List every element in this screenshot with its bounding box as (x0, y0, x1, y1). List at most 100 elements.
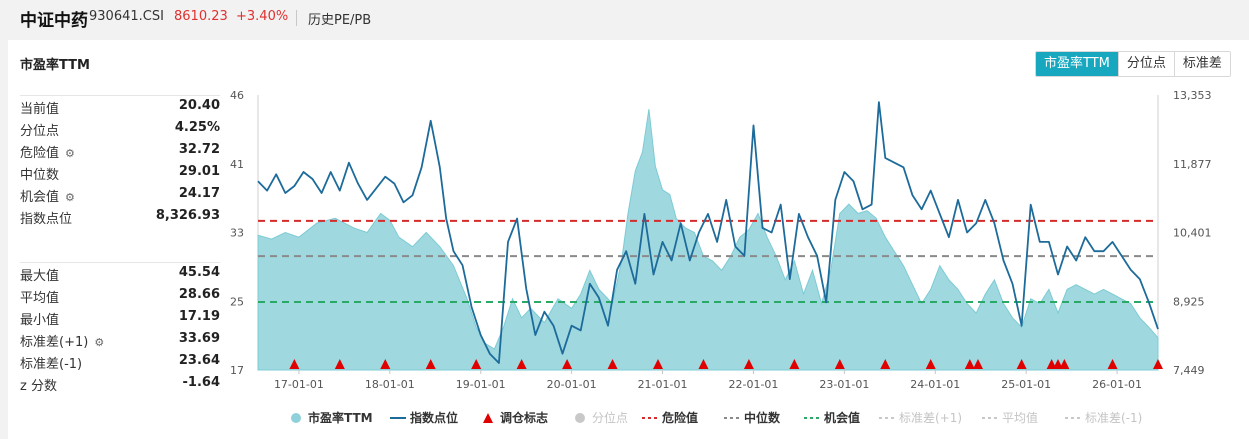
stat-row: 当前值 20.40 (20, 95, 220, 117)
stat-row: 分位点 4.25% (20, 117, 220, 139)
stat-value: 17.19 (178, 309, 220, 324)
rebalance-marker (607, 359, 618, 369)
legend-label[interactable]: 危险值 (661, 410, 698, 425)
legend-label[interactable]: 指数点位 (410, 410, 458, 425)
legend-swatch-dot (291, 413, 301, 423)
stat-label: 分位点 (20, 124, 60, 139)
rebalance-marker (698, 359, 709, 369)
legend-label[interactable]: 市盈率TTM (308, 410, 373, 425)
stat-row: 标准差(+1) ⚙ 33.69 (20, 328, 220, 350)
left-axis-tick-label: 17 (230, 364, 244, 377)
stats-divider (20, 262, 220, 263)
rebalance-marker (334, 359, 345, 369)
stat-row: 机会值 ⚙ 24.17 (20, 183, 220, 205)
x-axis-tick-label: 21-01-01 (638, 378, 688, 391)
gear-icon[interactable]: ⚙ (65, 191, 75, 204)
rebalance-marker (653, 359, 663, 369)
right-axis-tick-label: 13,353 (1173, 89, 1212, 102)
index-change: +3.40% (236, 9, 289, 24)
stat-value: 8,326.93 (155, 208, 220, 223)
stat-label: 最小值 (20, 313, 60, 328)
rebalance-marker (880, 359, 891, 369)
stat-value: 4.25% (174, 120, 220, 135)
rebalance-marker (562, 359, 573, 369)
rebalance-marker (925, 359, 936, 369)
legend-label[interactable]: 标准差(+1) (899, 411, 962, 425)
stat-row: 指数点位 8,326.93 (20, 205, 220, 227)
rebalance-marker (471, 359, 482, 369)
left-axis-tick-label: 33 (230, 227, 244, 240)
right-axis-tick-label: 7,449 (1173, 364, 1205, 377)
stat-value: 29.01 (178, 164, 220, 179)
stat-label: 标准差(-1) (20, 357, 83, 372)
rebalance-marker (834, 359, 845, 369)
rebalance-marker (380, 359, 391, 369)
stat-value: 33.69 (178, 331, 220, 346)
index-code: 930641.CSI (89, 9, 164, 24)
stat-row: 危险值 ⚙ 32.72 (20, 139, 220, 161)
metric-button-stddev[interactable]: 标准差 (1173, 52, 1230, 76)
right-axis-tick-label: 10,401 (1173, 227, 1212, 240)
x-axis-tick-label: 26-01-01 (1092, 378, 1142, 391)
stat-value: 28.66 (178, 287, 220, 302)
index-name: 中证中药 (20, 11, 88, 31)
stat-row: 最小值 17.19 (20, 306, 220, 328)
metric-button-percentile[interactable]: 分位点 (1117, 52, 1174, 76)
stat-label: 中位数 (20, 168, 60, 183)
card-title: 市盈率TTM (20, 58, 90, 73)
stat-value: 45.54 (178, 265, 220, 280)
right-axis-tick-label: 8,925 (1173, 295, 1205, 308)
x-axis-tick-label: 25-01-01 (1001, 378, 1051, 391)
legend-label[interactable]: 平均值 (1002, 410, 1038, 425)
rebalance-marker (1107, 359, 1118, 369)
stats-divider (20, 95, 220, 96)
legend-swatch-dot (575, 413, 585, 423)
rebalance-marker (1059, 359, 1070, 369)
top-bar: 中证中药 930641.CSI 8610.23 +3.40% 历史PE/PB (0, 0, 1249, 36)
x-axis-tick-label: 23-01-01 (819, 378, 869, 391)
index-line-series (257, 101, 1159, 364)
left-axis-tick-label: 41 (230, 158, 244, 171)
legend-label[interactable]: 调仓标志 (500, 410, 548, 425)
stat-value: 23.64 (178, 353, 220, 368)
stat-row: 中位数 29.01 (20, 161, 220, 183)
x-axis-tick-label: 17-01-01 (274, 378, 324, 391)
rebalance-marker (516, 359, 527, 369)
gear-icon[interactable]: ⚙ (65, 147, 75, 160)
stat-value: 32.72 (178, 142, 220, 157)
legend-label[interactable]: 机会值 (824, 410, 860, 425)
stat-label: 平均值 (20, 291, 60, 306)
stat-label: 最大值 (20, 269, 60, 284)
history-pe-pb-link[interactable]: 历史PE/PB (308, 13, 372, 28)
rebalance-marker (789, 359, 800, 369)
metric-button-pe[interactable]: 市盈率TTM (1036, 52, 1118, 76)
x-axis-tick-label: 24-01-01 (910, 378, 960, 391)
pe-area-series (257, 109, 1159, 371)
stat-label: 当前值 (20, 102, 60, 117)
rebalance-marker (1046, 359, 1057, 369)
stat-row: 标准差(-1) 23.64 (20, 350, 220, 372)
rebalance-marker (1053, 359, 1063, 369)
rebalance-marker (973, 359, 983, 369)
metric-button-group: 市盈率TTM 分位点 标准差 (1035, 51, 1231, 77)
rebalance-marker (743, 359, 754, 369)
rebalance-marker (964, 359, 975, 369)
x-axis-tick-label: 20-01-01 (547, 378, 597, 391)
x-axis-tick-label: 19-01-01 (456, 378, 506, 391)
legend-swatch-triangle (483, 413, 493, 423)
stat-label: 危险值 ⚙ (20, 146, 75, 161)
legend-label[interactable]: 分位点 (592, 410, 628, 425)
legend-label[interactable]: 标准差(-1) (1085, 411, 1142, 425)
left-axis-tick-label: 25 (230, 295, 244, 308)
stat-value: 24.17 (178, 186, 220, 201)
stat-value: -1.64 (182, 375, 220, 390)
x-axis-tick-label: 22-01-01 (728, 378, 778, 391)
gear-icon[interactable]: ⚙ (94, 336, 105, 349)
index-price: 8610.23 (174, 9, 228, 24)
stat-row: 平均值 28.66 (20, 284, 220, 306)
rebalance-marker (425, 359, 436, 369)
stat-label: 标准差(+1) ⚙ (20, 335, 105, 350)
x-axis-tick-label: 18-01-01 (365, 378, 415, 391)
legend-label[interactable]: 中位数 (744, 410, 781, 425)
